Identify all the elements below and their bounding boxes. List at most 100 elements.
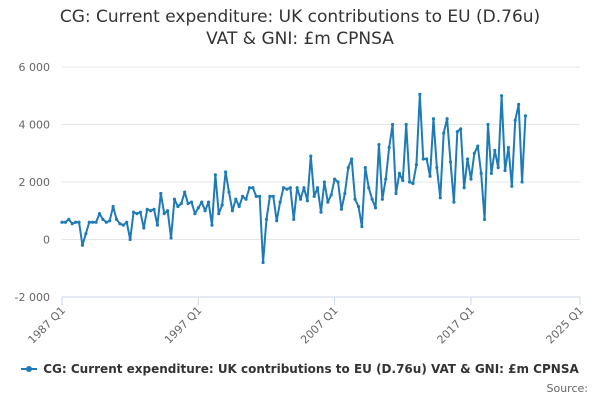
data-point[interactable] (189, 200, 194, 204)
data-point[interactable] (278, 200, 282, 204)
data-point[interactable] (101, 217, 105, 221)
data-point[interactable] (455, 130, 459, 134)
data-point[interactable] (149, 209, 153, 213)
data-point[interactable] (401, 178, 405, 183)
data-point[interactable] (343, 191, 347, 196)
data-point[interactable] (295, 186, 299, 190)
data-point[interactable] (70, 222, 74, 226)
data-point[interactable] (213, 173, 217, 177)
data-point[interactable] (118, 222, 122, 226)
data-point[interactable] (377, 143, 381, 147)
data-point[interactable] (152, 207, 156, 211)
series-line[interactable] (61, 93, 527, 264)
data-point[interactable] (462, 186, 466, 190)
data-point[interactable] (131, 210, 136, 214)
data-point[interactable] (367, 186, 371, 190)
data-point[interactable] (186, 201, 190, 206)
data-point[interactable] (275, 219, 279, 223)
data-point[interactable] (247, 186, 252, 190)
data-point[interactable] (319, 210, 323, 214)
data-point[interactable] (373, 206, 378, 210)
data-point[interactable] (237, 204, 241, 209)
data-point[interactable] (520, 180, 524, 184)
data-point[interactable] (217, 212, 221, 216)
data-point[interactable] (111, 204, 115, 209)
data-point[interactable] (315, 186, 320, 190)
data-point[interactable] (397, 171, 401, 175)
data-point[interactable] (448, 160, 453, 164)
data-point[interactable] (384, 177, 388, 181)
data-point[interactable] (288, 186, 292, 190)
data-point[interactable] (513, 118, 517, 122)
data-point[interactable] (472, 151, 476, 155)
data-point[interactable] (414, 163, 419, 167)
data-point[interactable] (196, 206, 200, 210)
data-point[interactable] (166, 209, 170, 213)
data-point[interactable] (482, 217, 487, 221)
data-point[interactable] (169, 236, 173, 240)
data-point[interactable] (459, 127, 463, 131)
data-point[interactable] (80, 243, 85, 247)
data-point[interactable] (465, 157, 470, 161)
data-point[interactable] (356, 204, 361, 209)
data-point[interactable] (418, 92, 422, 96)
data-point[interactable] (452, 200, 456, 204)
data-point[interactable] (97, 212, 102, 216)
data-point[interactable] (155, 223, 160, 227)
data-point[interactable] (114, 217, 119, 221)
data-point[interactable] (63, 220, 68, 224)
data-point[interactable] (469, 177, 473, 181)
data-point[interactable] (241, 194, 245, 198)
data-point[interactable] (312, 194, 316, 198)
data-point[interactable] (268, 194, 272, 198)
data-point[interactable] (183, 190, 187, 194)
data-point[interactable] (438, 196, 442, 200)
data-point[interactable] (380, 197, 384, 201)
data-point[interactable] (121, 223, 125, 227)
data-point[interactable] (193, 212, 197, 216)
data-point[interactable] (431, 117, 436, 121)
data-point[interactable] (230, 209, 234, 213)
data-point[interactable] (145, 207, 149, 211)
data-point[interactable] (254, 194, 258, 198)
data-point[interactable] (292, 217, 296, 221)
data-point[interactable] (135, 212, 139, 216)
data-point[interactable] (142, 226, 146, 230)
data-point[interactable] (387, 145, 391, 150)
data-point[interactable] (394, 191, 398, 196)
data-point[interactable] (298, 197, 303, 201)
data-point[interactable] (94, 220, 98, 224)
data-point[interactable] (517, 102, 521, 106)
data-point[interactable] (244, 197, 248, 201)
data-point[interactable] (363, 166, 367, 170)
data-point[interactable] (404, 122, 408, 127)
data-point[interactable] (60, 220, 64, 224)
data-point[interactable] (353, 197, 357, 201)
data-point[interactable] (264, 217, 269, 221)
data-point[interactable] (333, 177, 337, 181)
data-point[interactable] (261, 260, 265, 265)
data-point[interactable] (479, 171, 483, 175)
data-point[interactable] (258, 194, 262, 198)
data-point[interactable] (138, 210, 142, 214)
data-point[interactable] (370, 197, 374, 201)
data-point[interactable] (500, 94, 504, 98)
data-point[interactable] (285, 187, 289, 191)
data-point[interactable] (411, 181, 415, 186)
data-point[interactable] (91, 220, 95, 224)
data-point[interactable] (445, 117, 449, 121)
data-point[interactable] (104, 220, 108, 224)
data-point[interactable] (172, 197, 177, 201)
data-point[interactable] (496, 166, 500, 170)
data-point[interactable] (428, 174, 432, 178)
data-point[interactable] (510, 184, 514, 188)
data-point[interactable] (74, 220, 78, 224)
data-point[interactable] (67, 217, 71, 221)
data-point[interactable] (77, 220, 81, 224)
data-point[interactable] (84, 232, 88, 236)
data-point[interactable] (234, 197, 238, 201)
data-point[interactable] (503, 168, 507, 173)
data-point[interactable] (200, 200, 204, 204)
data-point[interactable] (203, 209, 207, 213)
data-point[interactable] (421, 157, 425, 161)
